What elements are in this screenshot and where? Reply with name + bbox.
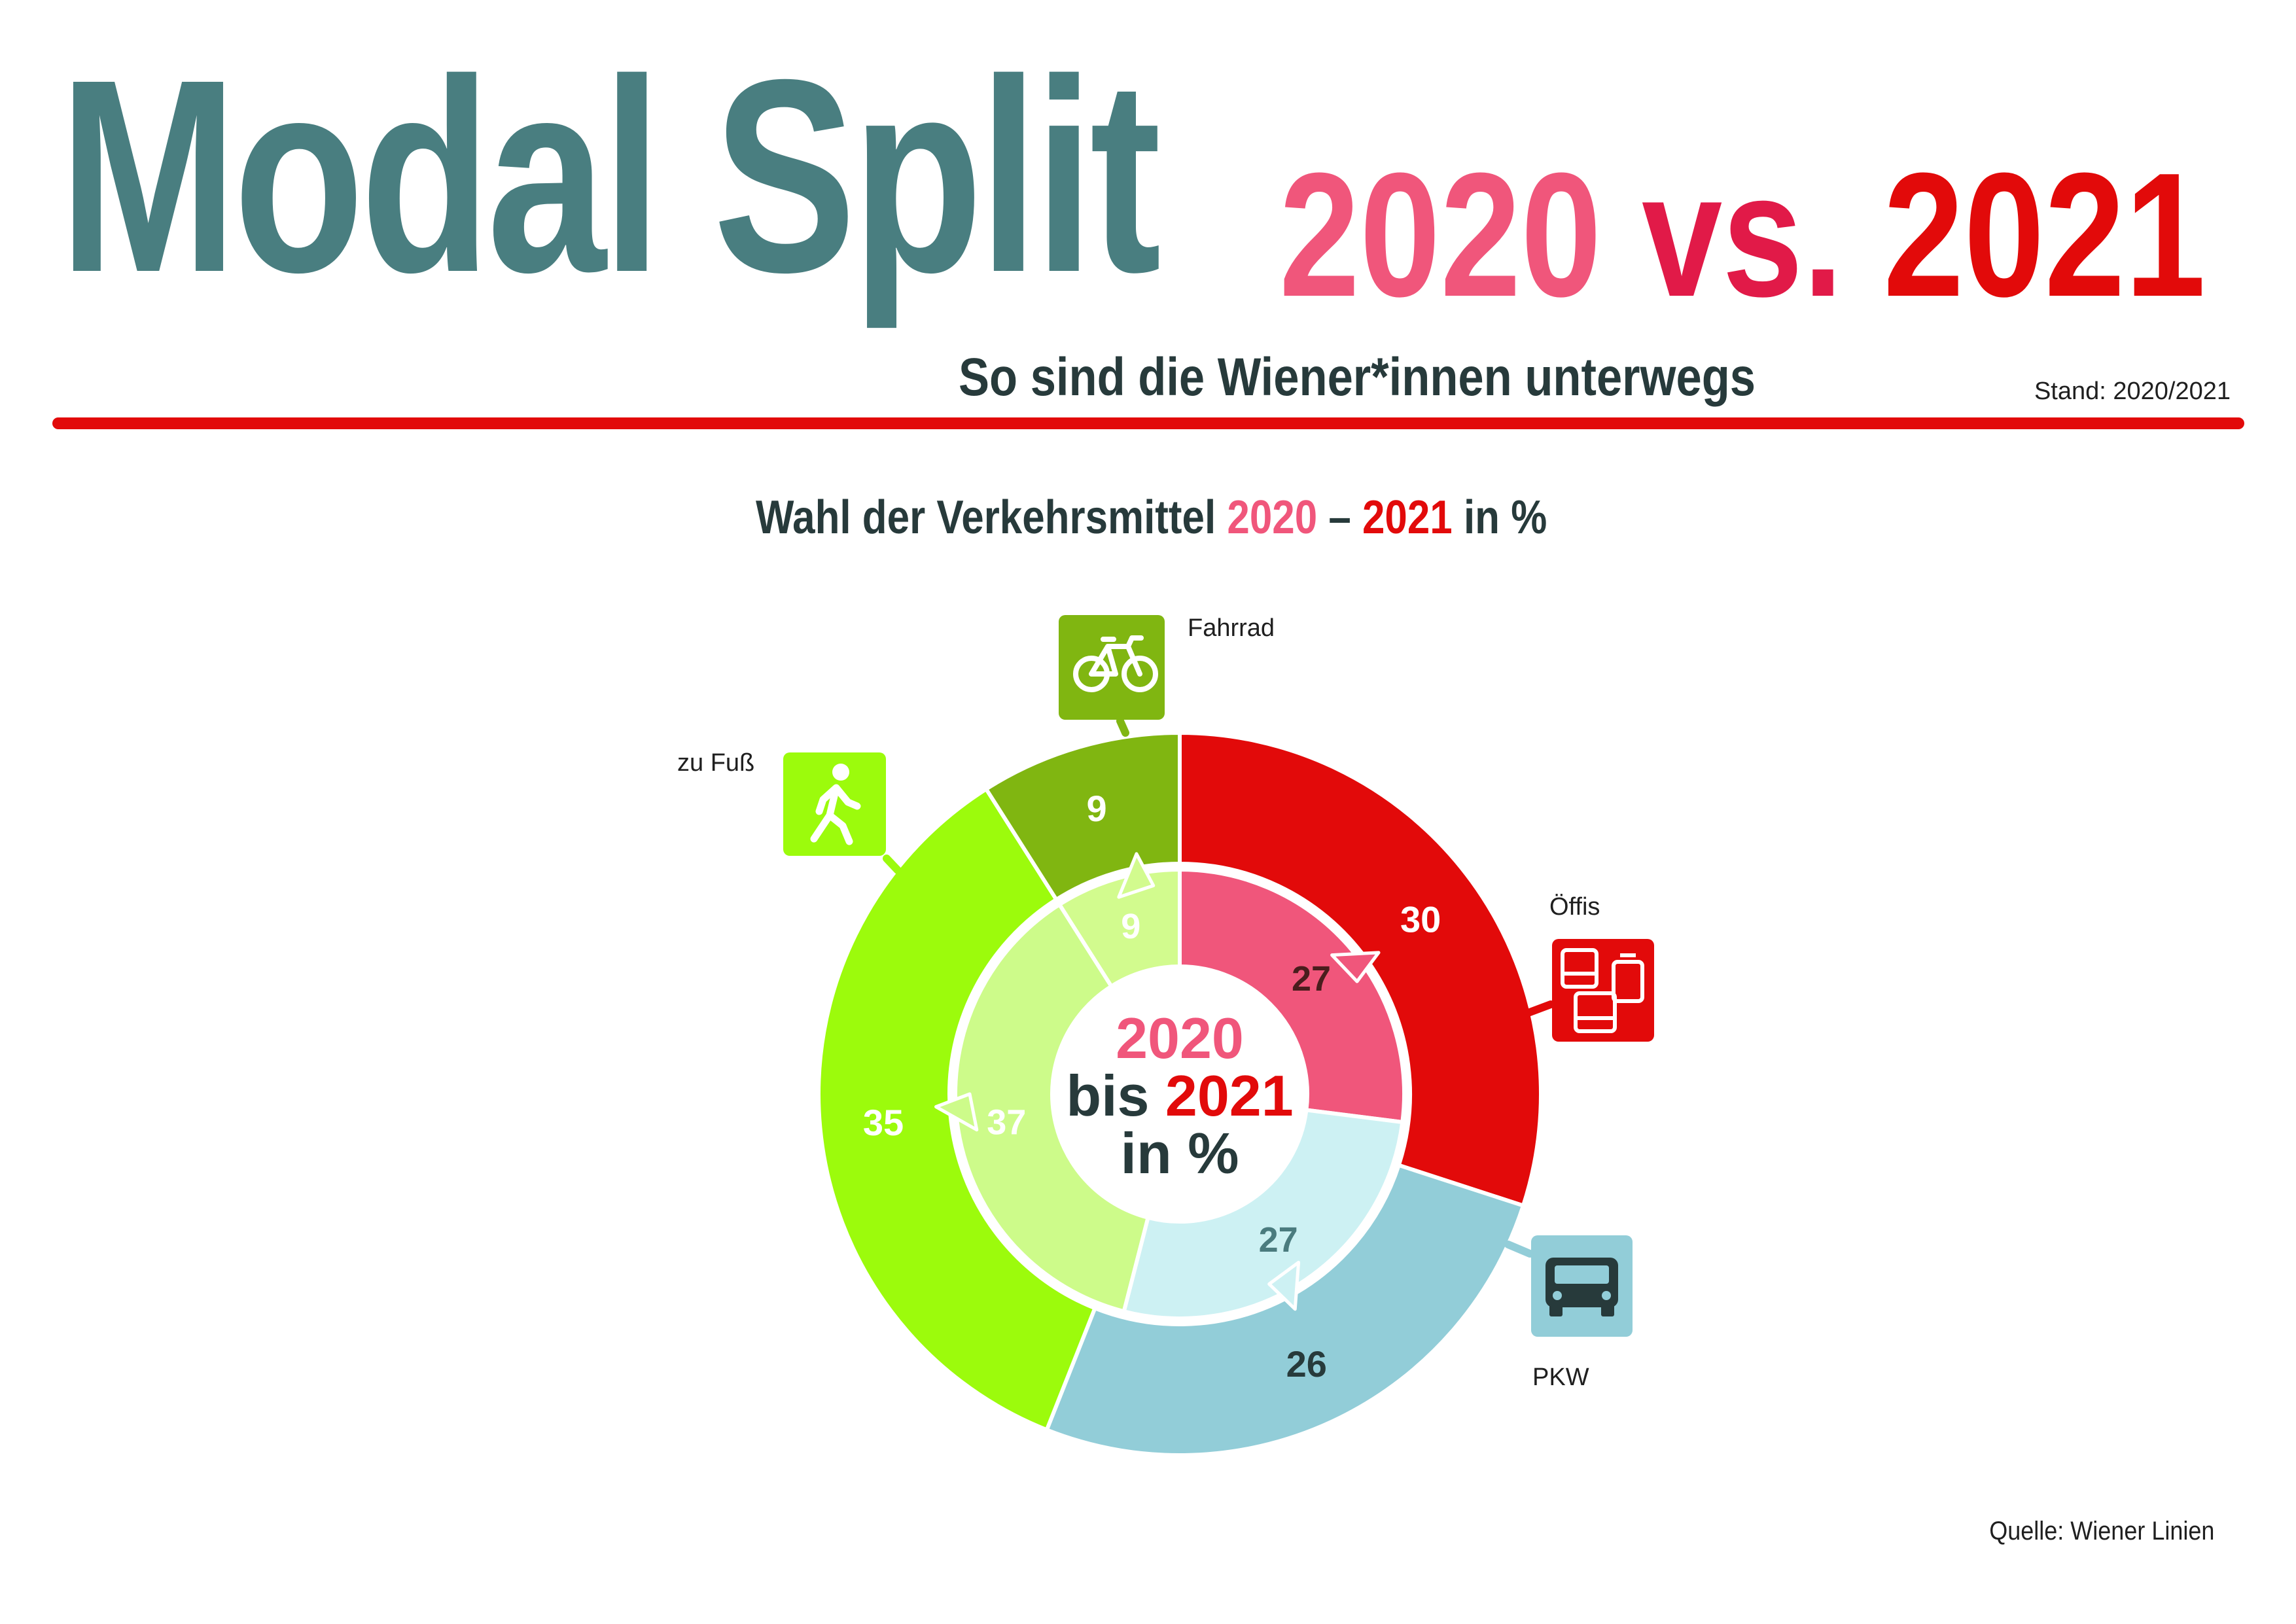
value-label-2020-pkw: 27 — [1259, 1220, 1298, 1260]
pointer-pkw — [1267, 1260, 1301, 1311]
ring-pointers — [934, 852, 1381, 1311]
chart-title-2020: 2020 — [1227, 491, 1318, 544]
slice-2020-fahrrad — [1057, 867, 1182, 989]
title-year-2020: 2020 — [1279, 137, 1602, 334]
slice-2020-zu-fuss — [953, 902, 1151, 1314]
center-label: 2020 bis 2021 in % — [1066, 1006, 1293, 1186]
source-note: Quelle: Wiener Linien — [1988, 1517, 2214, 1545]
value-label-2021-fahrrad: 9 — [1086, 788, 1106, 829]
bicycle-icon-tile — [1059, 615, 1165, 720]
outer-ring-2021 — [817, 730, 1543, 1457]
value-label-2021-pkw: 26 — [1286, 1343, 1327, 1385]
chart-title-2021: 2021 — [1362, 491, 1453, 544]
pedestrian-icon-tile — [783, 752, 886, 856]
chart-title: Wahl der Verkehrsmittel 2020 – 2021 in % — [756, 491, 1547, 544]
subtitle: So sind die Wiener*innen unterwegs — [959, 347, 1756, 407]
chart-title-prefix: Wahl der Verkehrsmittel — [756, 491, 1216, 544]
pointer-oeffis — [1330, 951, 1381, 983]
connector-oeffis — [1521, 1000, 1555, 1018]
slice-2020-pkw — [1122, 1108, 1405, 1320]
header-divider — [52, 417, 2244, 429]
car-icon-tile — [1531, 1235, 1633, 1337]
value-label-2021-oeffis: 30 — [1400, 899, 1441, 940]
pedestrian-icon — [810, 764, 861, 845]
connector-pkw — [1504, 1241, 1534, 1258]
value-label-2020-fahrrad: 9 — [1121, 907, 1140, 946]
center-label-bis-line: bis 2021 — [1066, 1063, 1293, 1128]
page-title: Modal Split — [59, 23, 1161, 330]
pointer-zu-fuss — [934, 1092, 979, 1132]
value-label-2020-zu-fuss: 37 — [987, 1103, 1026, 1142]
value-label-2020-oeffis: 27 — [1292, 959, 1331, 998]
slice-2020-oeffis — [1178, 867, 1406, 1125]
chart-title-suffix: in % — [1463, 491, 1547, 544]
bicycle-icon — [1073, 635, 1158, 692]
title-vs: vs. — [1642, 137, 1843, 334]
center-label-bis: bis — [1066, 1063, 1149, 1128]
label-pkw: PKW — [1532, 1364, 1589, 1391]
connector-zu-fuss — [883, 855, 902, 874]
center-label-2020: 2020 — [1116, 1006, 1244, 1070]
icon-connectors — [883, 717, 1555, 1258]
center-label-2021: 2021 — [1165, 1063, 1294, 1128]
label-zu-fuss: zu Fuß — [677, 749, 754, 777]
public-transport-icon-tile — [1552, 939, 1654, 1042]
connector-fahrrad — [1116, 717, 1129, 737]
chart-title-dash: – — [1328, 491, 1351, 544]
title-years: 2020 vs. 2021 — [1279, 147, 2206, 324]
car-icon — [1545, 1258, 1618, 1316]
inner-ring-2020 — [949, 864, 1410, 1324]
pointer-fahrrad — [1117, 852, 1156, 899]
label-oeffis: Öffis — [1549, 893, 1600, 921]
public-transport-icon — [1561, 948, 1644, 1033]
value-labels: 27 27 37 9 30 26 35 9 — [863, 788, 1441, 1385]
stand-date: Stand: 2020/2021 — [2034, 378, 2231, 405]
title-year-2021: 2021 — [1883, 137, 2206, 334]
center-label-unit: in % — [1121, 1121, 1239, 1186]
value-label-2021-zu-fuss: 35 — [863, 1102, 904, 1143]
label-fahrrad: Fahrrad — [1188, 614, 1275, 642]
